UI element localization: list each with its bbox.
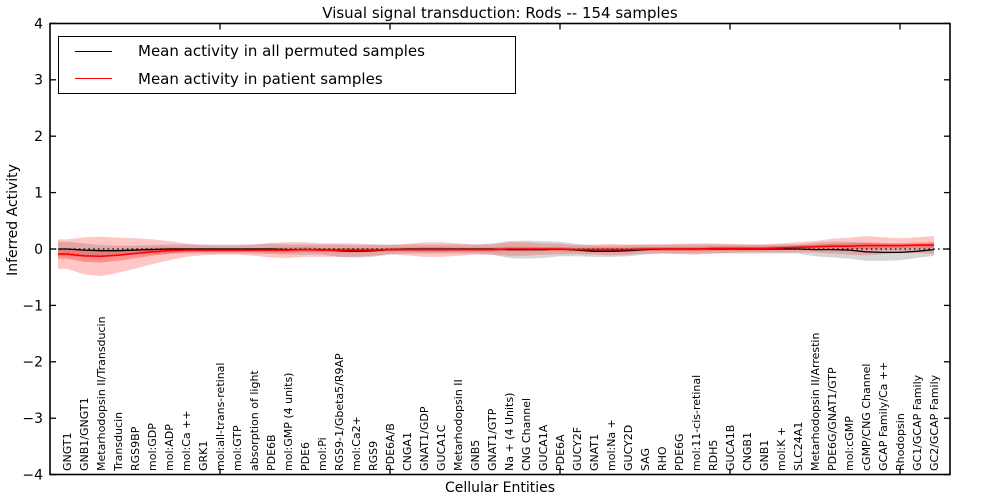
chart-title: Visual signal transduction: Rods -- 154 … (322, 4, 678, 22)
y-tick-label: 2 (34, 129, 43, 145)
entity-label: Metarhodopsin II/Arrestin (809, 333, 822, 471)
entity-label: SLC24A1 (792, 422, 805, 471)
entity-label: mol:Ca2+ (350, 416, 363, 471)
permuted-std-band (58, 240, 934, 261)
entity-label: Rhodopsin (894, 413, 907, 471)
entity-label: GCAP Family/Ca ++ (877, 362, 890, 471)
entity-label: mol:K + (775, 427, 788, 471)
y-tick-label: −2 (22, 355, 43, 371)
entity-label: PDE6G/GNAT1/GTP (826, 367, 839, 471)
entity-label: mol:Ca ++ (180, 410, 193, 471)
y-tick-label: −3 (22, 411, 43, 427)
entity-label: mol:11-cis-retinal (690, 375, 703, 471)
entity-label: RDH5 (707, 440, 720, 471)
entity-label: SAG (639, 448, 652, 471)
entity-label: mol:Pi (316, 437, 329, 471)
legend-box: Mean activity in all permuted samples Me… (58, 36, 516, 94)
y-axis-label: Inferred Activity (5, 164, 21, 276)
entity-label: GUCY2D (622, 425, 635, 471)
y-tick-label: 4 (34, 16, 43, 32)
entity-label: GC1/GCAP Family (911, 374, 924, 471)
legend-label-patient: Mean activity in patient samples (138, 69, 383, 88)
entity-label: cGMP/CNG Channel (860, 364, 873, 472)
legend-item-permuted: Mean activity in all permuted samples (59, 38, 515, 64)
entity-label: GUCA1A (537, 424, 550, 471)
patient-sem-band (58, 242, 934, 263)
y-tick-label: 3 (34, 73, 43, 89)
y-tick-label: −4 (22, 468, 43, 484)
entity-label: Transducin (112, 412, 125, 472)
patient-mean-line (58, 244, 934, 258)
entity-label: GNB1/GNGT1 (78, 397, 91, 471)
entity-label: Metarhodopsin II (452, 379, 465, 471)
y-tick-label: −1 (22, 298, 43, 314)
entity-label: mol:ADP (163, 424, 176, 471)
entity-label: mol:GDP (146, 423, 159, 471)
entity-label: GNGT1 (61, 432, 74, 471)
entity-label: GRK1 (197, 441, 210, 471)
entity-label: CNGB1 (741, 432, 754, 471)
patient-std-band (58, 236, 934, 277)
entity-label: GNB5 (469, 440, 482, 471)
entity-label: Metarhodopsin II/Transducin (95, 316, 108, 471)
entity-label: GNB1 (758, 440, 771, 471)
entity-label: PDE6A (554, 434, 567, 471)
entity-label: GUCY2F (571, 427, 584, 471)
entity-label: PDE6B (265, 434, 278, 471)
entity-label: RGS9BP (129, 426, 142, 471)
y-tick-label: 0 (34, 242, 43, 258)
entity-label: mol:GMP (4 units) (282, 373, 295, 471)
entity-label: GC2/GCAP Family (928, 374, 941, 471)
entity-label: CNGA1 (401, 432, 414, 471)
entity-label: PDE6 (299, 442, 312, 471)
entity-label: GUCA1B (724, 425, 737, 471)
entity-label: Na + (4 Units) (503, 393, 516, 471)
entity-label: PDE6G (673, 433, 686, 471)
legend-item-patient: Mean activity in patient samples (59, 66, 515, 92)
entity-label: RGS9 (367, 441, 380, 471)
entity-label: CNG Channel (520, 398, 533, 471)
entity-label: RGS9-1/Gbeta5/R9AP (333, 353, 346, 471)
entity-label: mol:Na + (605, 419, 618, 471)
entity-label: mol:cGMP (843, 416, 856, 471)
entity-label: GNAT1/GDP (418, 406, 431, 471)
entity-label: absorption of light (248, 370, 261, 471)
x-axis-label: Cellular Entities (444, 480, 556, 496)
y-tick-label: 1 (34, 186, 43, 202)
legend-label-permuted: Mean activity in all permuted samples (138, 42, 425, 61)
permuted-line-swatch (75, 50, 112, 52)
entity-label: GUCA1C (435, 424, 448, 471)
entity-label: mol:all-trans-retinal (214, 363, 227, 471)
entity-label: PDE6A/B (384, 423, 397, 471)
entity-label: GNAT1/GTP (486, 408, 499, 471)
entity-label: GNAT1 (588, 434, 601, 471)
entity-label: mol:GTP (231, 425, 244, 471)
patient-line-swatch (75, 78, 112, 80)
entity-label: RHO (656, 446, 669, 471)
